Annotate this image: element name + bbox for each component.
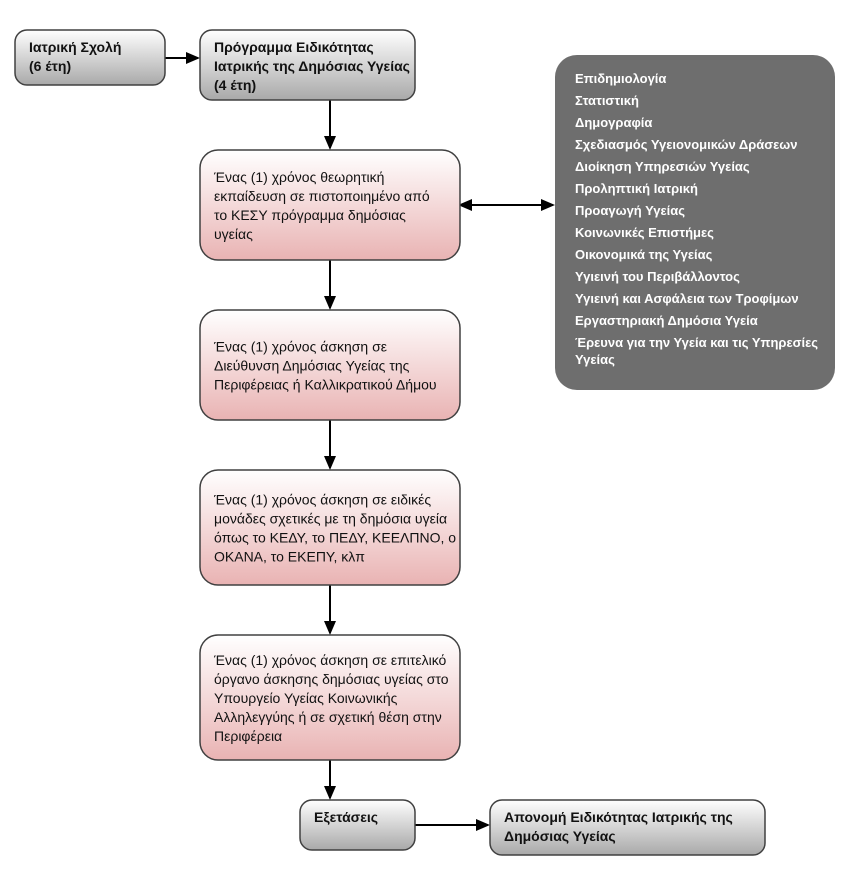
node-year1-line2: το ΚΕΣΥ πρόγραμμα δημόσιας (214, 207, 406, 223)
node-program-line0: Πρόγραμμα Ειδικότητας (214, 39, 374, 55)
node-award: Απονομή Ειδικότητας Ιατρικής της Δημόσιας… (490, 800, 765, 855)
node-year2-line1: Διεύθυνση Δημόσιας Υγείας της (214, 358, 410, 374)
side-item-1: Στατιστική (575, 93, 639, 108)
side-panel: Επιδημιολογία Στατιστική Δημογραφία Σχεδιασ… (555, 55, 835, 390)
side-item-5: Προληπτική Ιατρική (575, 181, 698, 196)
node-year3: Ένας (1) χρόνος άσκηση σε ειδικές μονάδες… (200, 470, 460, 585)
side-item-12-cont: Υγείας (575, 352, 615, 367)
node-year2-line2: Περιφέρειας ή Καλλικρατικού Δήμου (214, 377, 437, 393)
side-item-12: Έρευνα για την Υγεία και τις Υπηρεσίες (575, 335, 818, 350)
node-year4-line0: Ένας (1) χρόνος άσκηση σε επιτελικό (213, 652, 447, 668)
node-year2: Ένας (1) χρόνος άσκηση σε Διεύθυνση Δημόσ… (200, 310, 460, 420)
node-program-line1: Ιατρικής της Δημόσιας Υγείας (214, 58, 410, 74)
side-item-9: Υγιεινή του Περιβάλλοντος (575, 269, 740, 284)
node-year3-line1: μονάδες σχετικές με τη δημόσια υγεία (214, 511, 447, 527)
node-year1-line3: υγείας (214, 226, 253, 242)
side-item-4: Διοίκηση Υπηρεσιών Υγείας (575, 159, 750, 174)
node-program: Πρόγραμμα Ειδικότητας Ιατρικής της Δημόσι… (200, 30, 415, 100)
node-exams: Εξετάσεις (300, 800, 415, 850)
node-program-line2: (4 έτη) (214, 77, 256, 93)
node-med_school-line1: (6 έτη) (29, 58, 71, 74)
side-item-11: Εργαστηριακή Δημόσια Υγεία (575, 313, 758, 328)
node-year4-line3: Αλληλεγγύης ή σε σχετική θέση στην (214, 709, 442, 725)
side-item-0: Επιδημιολογία (575, 71, 666, 86)
node-year4-line1: όργανο άσκησης δημόσιας υγείας στο (214, 671, 449, 687)
flowchart-canvas: Ιατρική Σχολή (6 έτη) Πρόγραμμα Ειδικότητα… (0, 0, 848, 873)
side-item-7: Κοινωνικές Επιστήμες (575, 225, 714, 240)
node-year2-line0: Ένας (1) χρόνος άσκηση σε (213, 339, 387, 355)
node-year1: Ένας (1) χρόνος θεωρητική εκπαίδευση σε π… (200, 150, 460, 260)
side-item-10: Υγιεινή και Ασφάλεια των Τροφίμων (575, 291, 799, 306)
node-exams-line0: Εξετάσεις (314, 809, 378, 825)
node-year1-line1: εκπαίδευση σε πιστοποιημένο από (214, 188, 430, 204)
side-item-2: Δημογραφία (575, 115, 652, 130)
side-item-8: Οικονομικά της Υγείας (575, 247, 713, 262)
node-year3-line3: ΟΚΑΝΑ, το ΕΚΕΠΥ, κλπ (214, 549, 365, 565)
side-item-3: Σχεδιασμός Υγειονομικών Δράσεων (575, 137, 798, 152)
node-year1-line0: Ένας (1) χρόνος θεωρητική (213, 169, 384, 185)
node-med_school-line0: Ιατρική Σχολή (29, 39, 121, 55)
node-year4-line2: Υπουργείο Υγείας Κοινωνικής (214, 690, 398, 706)
node-award-line0: Απονομή Ειδικότητας Ιατρικής της (504, 809, 733, 825)
node-award-line1: Δημόσιας Υγείας (504, 828, 616, 844)
node-year3-line2: όπως το ΚΕΔΥ, το ΠΕΔΥ, ΚΕΕΛΠΝΟ, ο (214, 530, 456, 546)
node-year4: Ένας (1) χρόνος άσκηση σε επιτελικό όργαν… (200, 635, 460, 760)
node-year4-line4: Περιφέρεια (214, 728, 282, 744)
node-med_school: Ιατρική Σχολή (6 έτη) (15, 30, 165, 85)
side-item-6: Προαγωγή Υγείας (575, 203, 685, 218)
node-year3-line0: Ένας (1) χρόνος άσκηση σε ειδικές (213, 492, 431, 508)
